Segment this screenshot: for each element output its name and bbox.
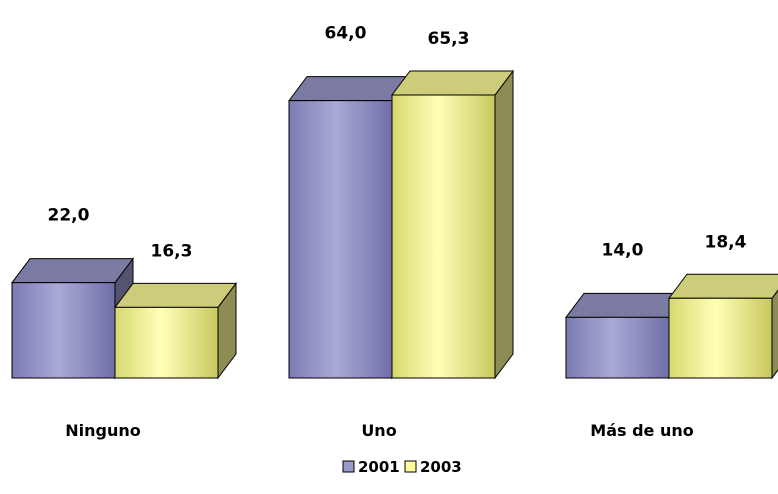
- bar-ninguno-2003: [114, 281, 237, 380]
- legend: 2001 2003: [342, 458, 462, 476]
- bar-front-face: [288, 100, 393, 379]
- category-label-uno: Uno: [361, 421, 396, 440]
- bar-top-face: [114, 282, 237, 308]
- bar-front-face: [668, 297, 773, 379]
- category-label-ninguno: Ninguno: [65, 421, 141, 440]
- bar-uno-2003: [391, 69, 514, 380]
- legend-item-2003: 2003: [404, 458, 462, 476]
- value-labels-layer: 22,0 16,3 64,0 65,3 14,0 18,4: [48, 24, 747, 262]
- bar-side-face: [494, 69, 514, 380]
- legend-swatch-2003: [404, 460, 417, 473]
- legend-swatch-2001: [342, 460, 355, 473]
- legend-item-2001: 2001: [342, 458, 400, 476]
- bar-top-face: [11, 258, 134, 284]
- value-label-uno-2003: 65,3: [428, 29, 470, 49]
- value-label-más-de-uno-2001: 14,0: [602, 240, 644, 260]
- category-labels-layer: Ninguno Uno Más de uno: [65, 421, 693, 440]
- bar-front-face: [391, 94, 496, 379]
- value-label-más-de-uno-2003: 18,4: [705, 232, 747, 252]
- bar-top-face: [668, 273, 778, 299]
- bar-front-face: [114, 306, 219, 379]
- bar-front-face: [565, 316, 670, 379]
- bars-layer: [11, 69, 778, 380]
- legend-label-2003: 2003: [420, 458, 462, 476]
- bar-top-face: [391, 70, 514, 96]
- category-label-más-de-uno: Más de uno: [590, 421, 693, 440]
- value-label-ninguno-2003: 16,3: [151, 241, 193, 261]
- bar-más-de-uno-2003: [668, 273, 778, 380]
- bar-front-face: [11, 282, 116, 379]
- value-label-ninguno-2001: 22,0: [48, 206, 90, 226]
- legend-label-2001: 2001: [358, 458, 400, 476]
- value-label-uno-2001: 64,0: [325, 24, 367, 44]
